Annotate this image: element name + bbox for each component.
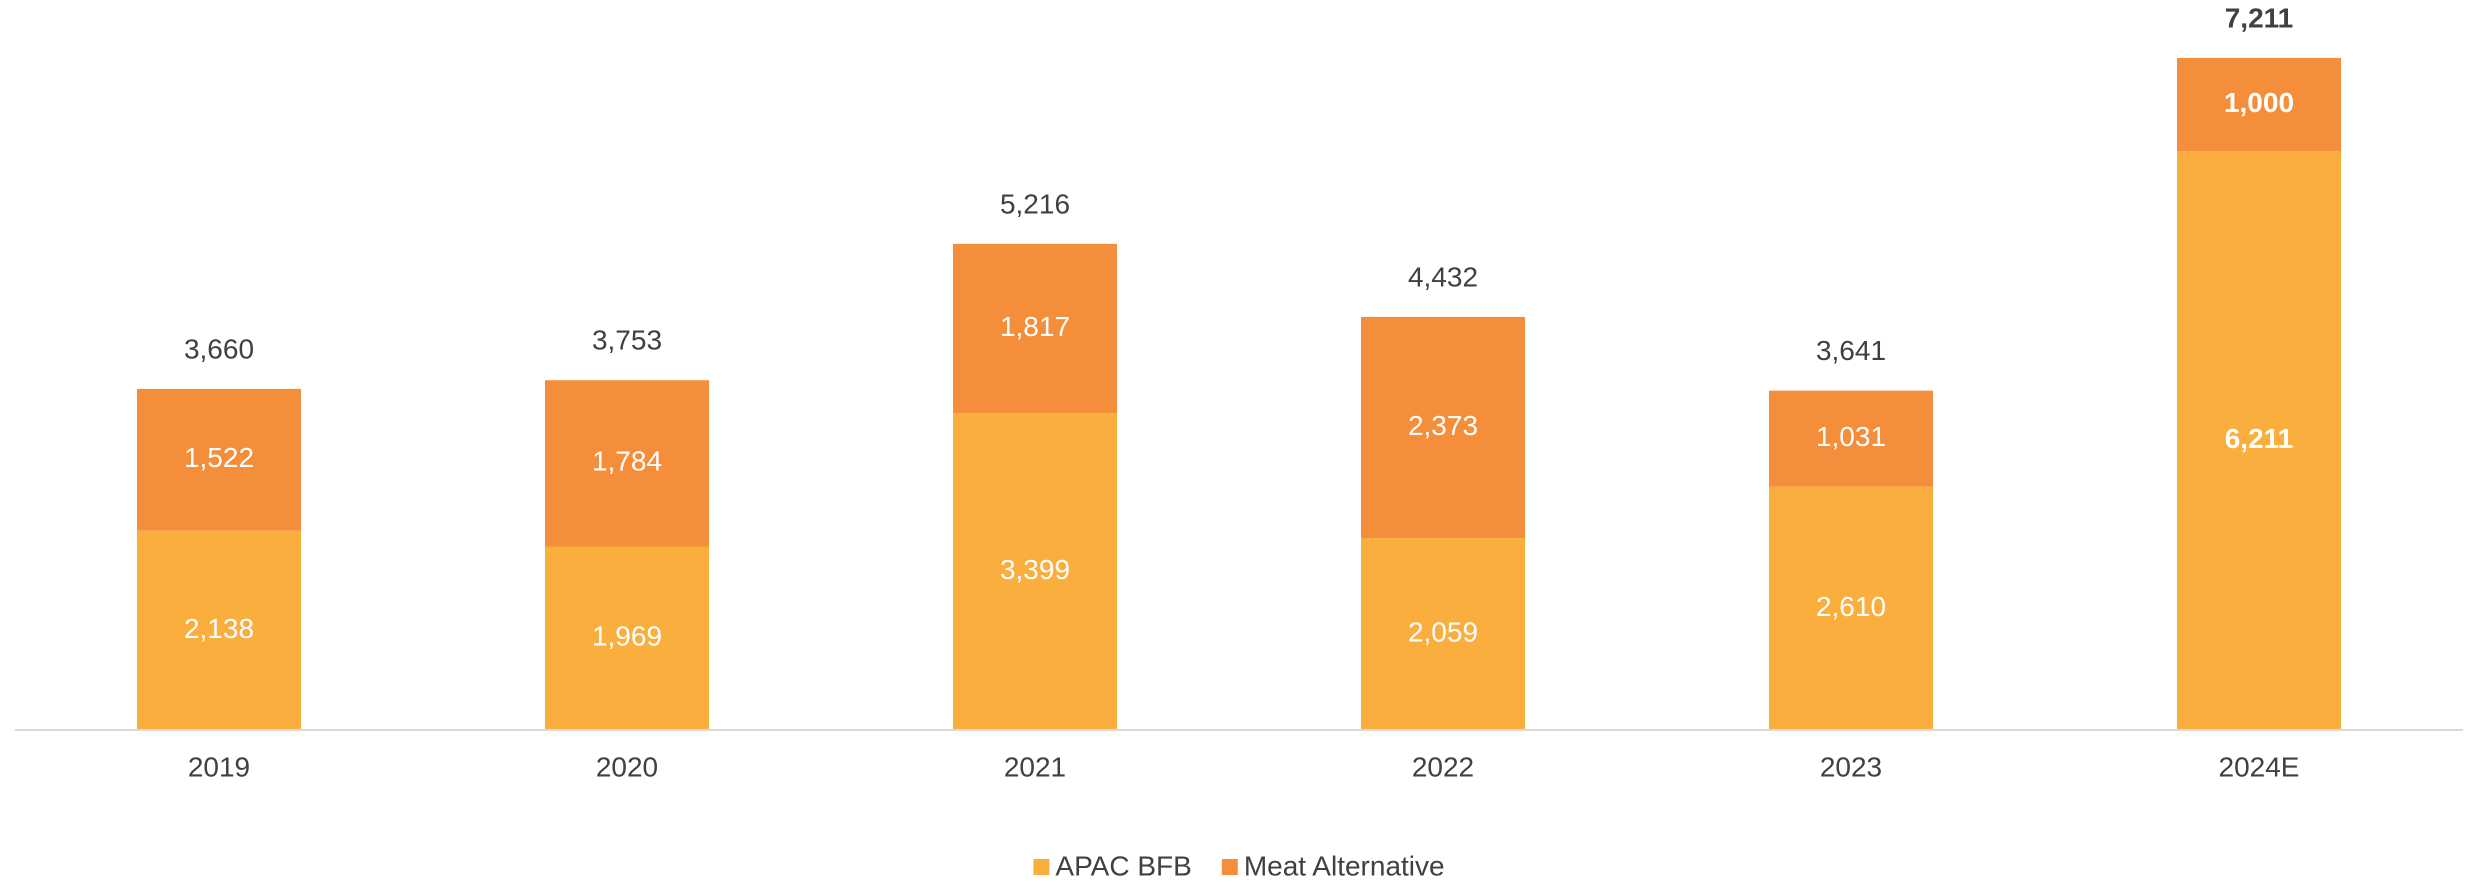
total-label: 4,432 [1408, 261, 1478, 292]
bar-segment [1361, 538, 1525, 730]
bar-segment [137, 530, 301, 730]
bar-segment [1361, 316, 1525, 539]
bar-segment [2177, 151, 2341, 731]
legend-swatch [1221, 859, 1238, 875]
bar-segment [137, 388, 301, 531]
bar-segment [545, 380, 709, 547]
total-label: 3,660 [184, 333, 254, 364]
value-label: 2,373 [1408, 410, 1478, 441]
value-label: 2,138 [184, 613, 254, 644]
x-tick-label: 2021 [1004, 751, 1066, 782]
bar-segment [953, 413, 1117, 730]
bar-segment [953, 243, 1117, 414]
value-label: 1,522 [184, 442, 254, 473]
bar-segment [2177, 57, 2341, 152]
x-tick-label: 2022 [1412, 751, 1474, 782]
value-label: 6,211 [2225, 423, 2294, 454]
x-tick-label: 2019 [188, 751, 250, 782]
x-tick-label: 2020 [596, 751, 658, 782]
bar-segment [545, 546, 709, 730]
x-tick-label: 2023 [1820, 751, 1882, 782]
value-label: 1,817 [1000, 311, 1070, 342]
total-label: 7,211 [2225, 2, 2294, 33]
value-label: 1,031 [1816, 421, 1886, 452]
bar-segment [1769, 486, 1933, 730]
x-tick-label: 2024E [2219, 751, 2300, 782]
legend-swatch [1033, 859, 1050, 875]
value-label: 1,969 [592, 621, 662, 652]
value-label: 2,610 [1816, 591, 1886, 622]
bar-segment [1769, 390, 1933, 487]
total-label: 5,216 [1000, 188, 1070, 219]
value-label: 1,000 [2224, 87, 2294, 118]
value-label: 1,784 [592, 446, 662, 477]
value-label: 2,059 [1408, 616, 1478, 647]
total-label: 3,753 [592, 325, 662, 356]
legend-label: APAC BFB [1055, 850, 1191, 881]
value-label: 3,399 [1000, 554, 1070, 585]
legend-label: Meat Alternative [1244, 850, 1445, 881]
total-label: 3,641 [1816, 335, 1886, 366]
